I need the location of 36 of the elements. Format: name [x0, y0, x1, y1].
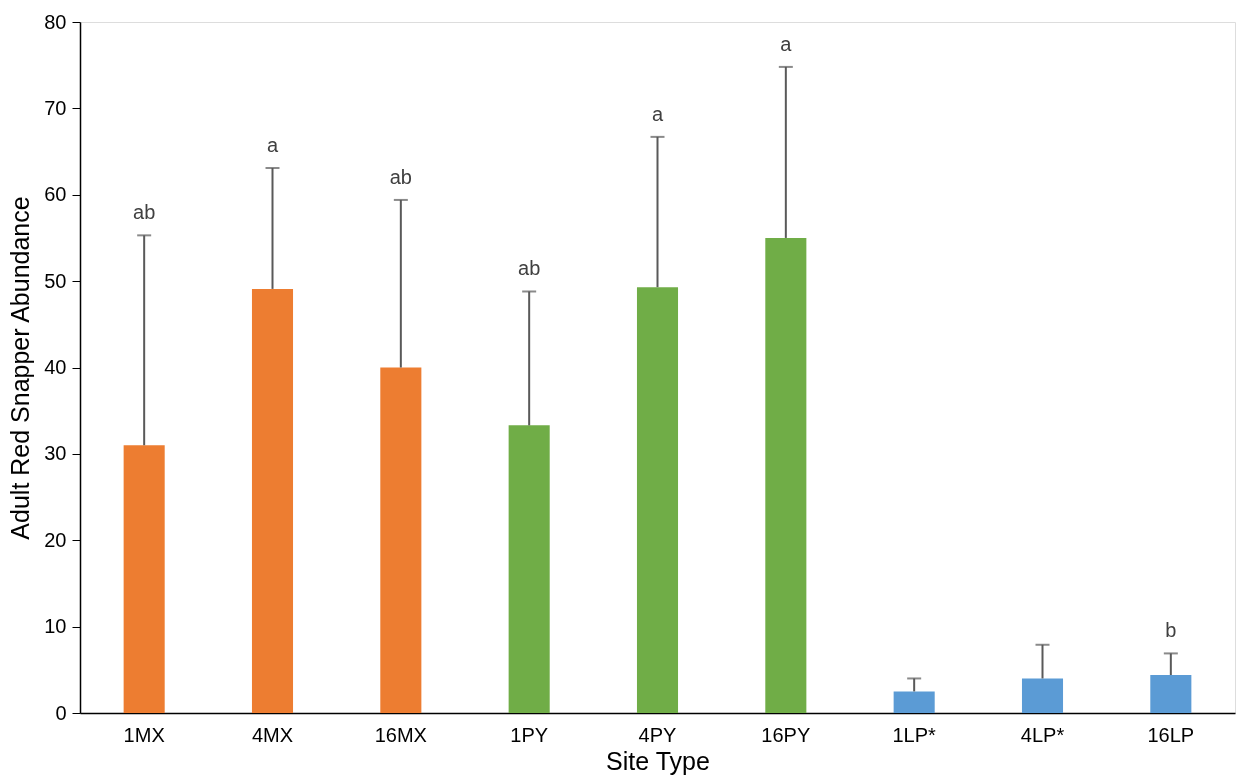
y-tick-label: 60: [44, 183, 67, 206]
bar: [123, 445, 165, 713]
annotation: a: [651, 102, 664, 125]
x-tick-label: 4MX: [251, 723, 294, 746]
bar: [893, 691, 935, 713]
y-tick-label: 80: [44, 10, 67, 33]
x-tick-label: 4LP*: [1020, 723, 1065, 746]
y-axis-title: Adult Red Snapper Abundance: [6, 196, 35, 540]
x-tick-label: 1LP*: [892, 723, 937, 746]
y-tick-label: 50: [44, 269, 67, 292]
y-tick-label: 40: [44, 356, 67, 378]
x-tick-label: 1PY: [510, 723, 549, 746]
y-tick-label: 10: [44, 615, 67, 638]
annotation: b: [1165, 619, 1177, 642]
bar: [765, 237, 807, 713]
y-tick-label: 20: [44, 528, 67, 551]
annotation: ab: [518, 257, 541, 280]
annotation: a: [266, 133, 279, 156]
bar: [636, 287, 679, 713]
annotation: ab: [389, 165, 412, 188]
y-tick-label: 0: [55, 701, 67, 724]
bar: [1021, 678, 1064, 713]
y-tick-label: 30: [44, 442, 67, 465]
bar: [508, 425, 550, 713]
x-tick-label: 16LP: [1147, 723, 1195, 746]
annotation: ab: [133, 201, 156, 224]
x-tick-label: 16MX: [374, 723, 427, 746]
bar: [1150, 675, 1192, 713]
annotation: a: [780, 32, 793, 55]
bar: [251, 288, 294, 713]
x-axis-title: Site Type: [606, 746, 710, 775]
x-tick-label: 1MX: [123, 723, 165, 746]
bar: [380, 367, 422, 713]
y-tick-label: 70: [44, 96, 67, 119]
x-tick-label: 4PY: [638, 723, 677, 746]
x-tick-label: 16PY: [761, 723, 811, 746]
